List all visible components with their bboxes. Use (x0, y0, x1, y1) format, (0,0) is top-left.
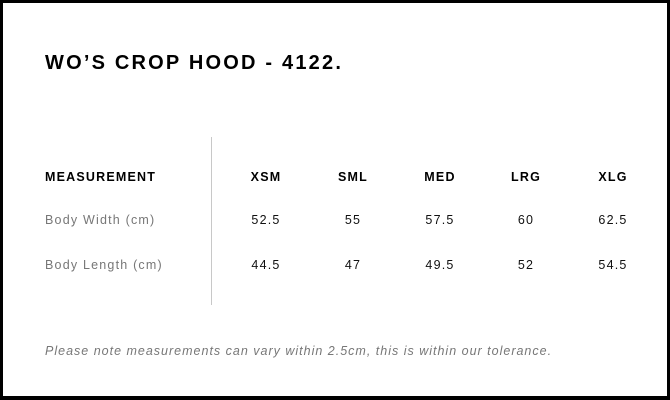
column-divider (211, 137, 212, 305)
measurement-value: 54.5 (598, 258, 628, 272)
size-header: MED (424, 170, 456, 184)
size-header: XSM (250, 170, 282, 184)
size-header: XLG (598, 170, 628, 184)
row-label: Body Width (cm) (45, 213, 156, 227)
measurement-value: 52.5 (251, 213, 281, 227)
size-header: LRG (511, 170, 541, 184)
measurement-value: 47 (344, 258, 362, 272)
measurement-value: 44.5 (251, 258, 281, 272)
measurement-value: 55 (344, 213, 362, 227)
measurement-value: 49.5 (425, 258, 455, 272)
measurement-value: 57.5 (425, 213, 455, 227)
tolerance-note: Please note measurements can vary within… (45, 344, 553, 358)
size-chart-card: WO’S CROP HOOD - 4122. MEASUREMENT XSM SML… (3, 3, 667, 396)
size-header: SML (338, 170, 368, 184)
row-label: Body Length (cm) (45, 258, 163, 272)
measurement-value: 62.5 (598, 213, 628, 227)
page-title: WO’S CROP HOOD - 4122. (45, 52, 344, 74)
measurement-value: 52 (517, 258, 535, 272)
measurement-header: MEASUREMENT (45, 170, 157, 184)
measurement-value: 60 (517, 213, 535, 227)
